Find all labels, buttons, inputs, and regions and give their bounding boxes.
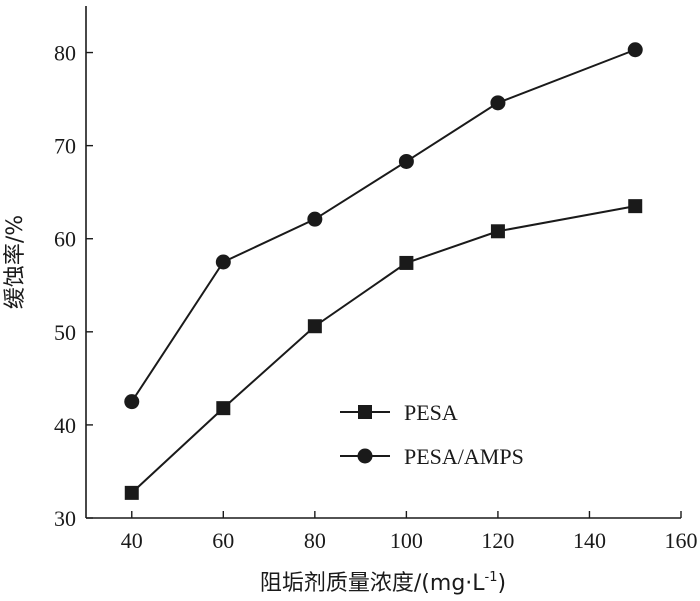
series-pesa [124, 199, 643, 500]
data-point-pesa-150 [628, 199, 643, 214]
data-point-pesa-amps-100 [398, 153, 414, 169]
series-line-pesa [131, 205, 636, 494]
x-axis-label: 阻垢剂质量浓度/(mg·L-1) [260, 570, 506, 596]
x-tick-label-60: 60 [212, 528, 234, 553]
legend: PESA PESA/AMPS [340, 400, 524, 469]
x-tick-label-40: 40 [121, 528, 143, 553]
series-pesa-amps [124, 42, 643, 410]
x-tick-label-80: 80 [304, 528, 326, 553]
legend-label-pesa: PESA [404, 400, 458, 425]
data-point-pesa-amps-40 [124, 394, 140, 410]
x-tick-label-140: 140 [573, 528, 606, 553]
legend-entry-pesa-amps: PESA/AMPS [340, 444, 524, 469]
y-tick-label-70: 70 [54, 134, 76, 159]
data-point-pesa-40 [124, 485, 139, 500]
axes [85, 6, 681, 519]
x-tick-label-100: 100 [390, 528, 423, 553]
data-point-pesa-amps-80 [307, 211, 323, 227]
x-tick-label-120: 120 [481, 528, 514, 553]
y-tick-label-60: 60 [54, 227, 76, 252]
data-point-pesa-amps-150 [627, 42, 643, 58]
data-point-pesa-amps-60 [215, 254, 231, 270]
data-point-pesa-amps-120 [490, 95, 506, 111]
legend-marker-pesa [358, 405, 372, 419]
axis-ticks: 40 60 80 100 120 140 160 30 40 50 60 70 80 [54, 41, 698, 553]
series-line-pesa-amps [130, 48, 636, 403]
data-point-pesa-120 [490, 224, 505, 239]
legend-entry-pesa: PESA [340, 400, 458, 425]
series-group [124, 42, 643, 500]
data-point-pesa-80 [307, 319, 322, 334]
y-tick-label-40: 40 [54, 413, 76, 438]
legend-marker-pesa-amps [357, 448, 373, 464]
x-tick-label-160: 160 [665, 528, 698, 553]
y-axis-label: 缓蚀率/% [3, 215, 28, 309]
y-tick-label-80: 80 [54, 41, 76, 66]
legend-label-pesa-amps: PESA/AMPS [404, 444, 524, 469]
data-point-pesa-100 [399, 255, 414, 270]
y-tick-label-50: 50 [54, 320, 76, 345]
y-tick-label-30: 30 [54, 506, 76, 531]
data-point-pesa-60 [216, 401, 231, 416]
